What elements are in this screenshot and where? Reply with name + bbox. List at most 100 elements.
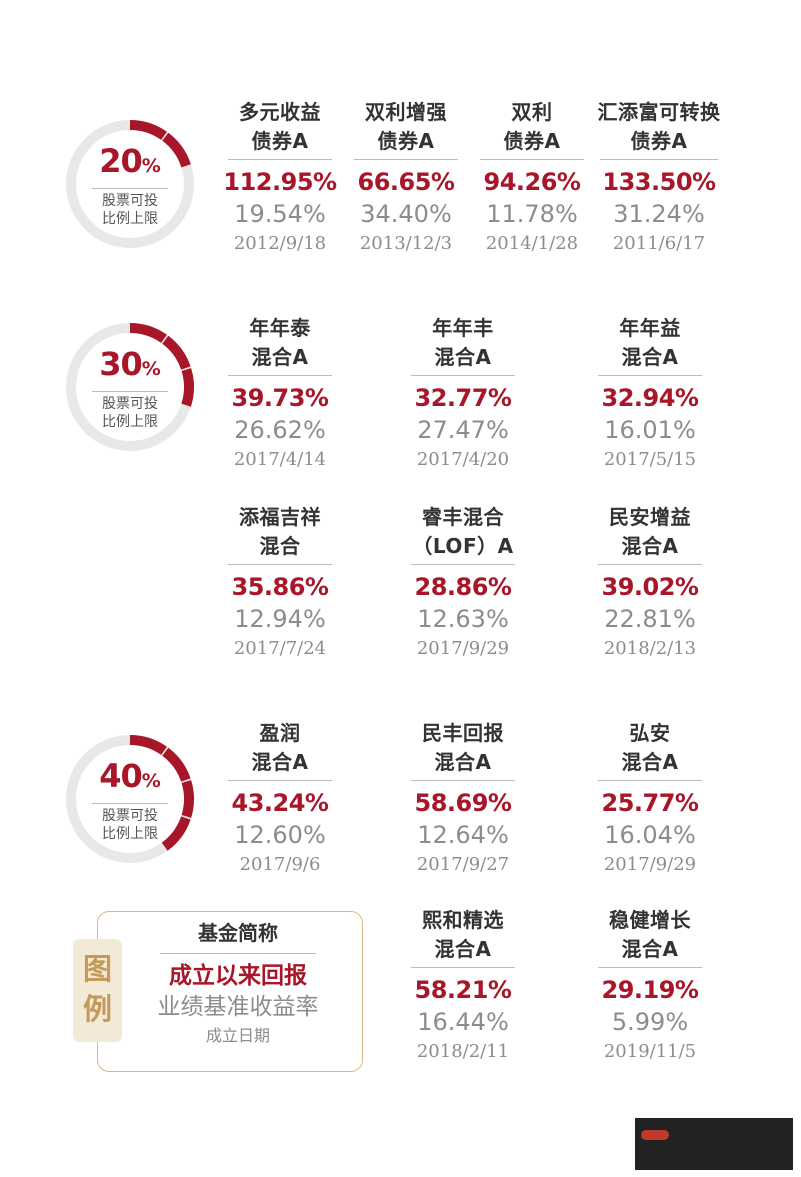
- fund-name: 多元收益 债券A: [239, 100, 321, 153]
- fund-benchmark: 31.24%: [613, 200, 705, 228]
- gauge-fill-segment: [129, 120, 167, 140]
- fund-divider: [228, 375, 332, 376]
- fund-return: 25.77%: [601, 789, 699, 817]
- fund-divider: [598, 780, 702, 781]
- gauge-fill-segment: [181, 780, 194, 818]
- fund-divider: [480, 159, 584, 160]
- gauge-fill-segment: [129, 323, 167, 343]
- fund-divider: [228, 159, 332, 160]
- fund-card: 稳健增长 混合A 29.19% 5.99% 2019/11/5: [590, 906, 710, 1066]
- legend-content: 基金简称 成立以来回报 业绩基准收益率 成立日期: [122, 918, 354, 1049]
- fund-name: 盈润 混合A: [251, 721, 309, 774]
- fund-return: 29.19%: [601, 976, 699, 1004]
- fund-name: 民安增益 混合A: [609, 505, 691, 558]
- fund-return: 58.21%: [414, 976, 512, 1004]
- gauge-ring: [66, 735, 194, 863]
- gauge-20: 20% 股票可投 比例上限: [64, 118, 196, 250]
- gauge-fill-segment: [162, 747, 191, 782]
- fund-divider: [411, 564, 515, 565]
- legend-inception-date: 成立日期: [205, 1026, 270, 1045]
- gauge-ring: [66, 323, 194, 451]
- fund-benchmark: 22.81%: [604, 605, 696, 633]
- fund-return: 133.50%: [602, 168, 716, 196]
- gauge-fill-segment: [161, 816, 191, 851]
- fund-benchmark: 16.04%: [604, 821, 696, 849]
- gauge-divider: [92, 188, 168, 189]
- gauge-fill-segment: [162, 132, 191, 168]
- fund-card: 熙和精选 混合A 58.21% 16.44% 2018/2/11: [403, 906, 523, 1066]
- fund-divider: [354, 159, 458, 160]
- fund-inception-date: 2017/9/29: [416, 638, 510, 659]
- fund-card: 添福吉祥 混合 35.86% 12.94% 2017/7/24: [220, 503, 340, 663]
- fund-inception-date: 2011/6/17: [612, 233, 706, 254]
- fund-return: 39.73%: [231, 384, 329, 412]
- fund-inception-date: 2019/11/5: [603, 1041, 697, 1062]
- fund-benchmark: 26.62%: [234, 416, 326, 444]
- fund-card: 多元收益 债券A 112.95% 19.54% 2012/9/18: [220, 98, 340, 258]
- fund-return: 28.86%: [414, 573, 512, 601]
- fund-name: 年年丰 混合A: [432, 316, 494, 369]
- fund-divider: [411, 780, 515, 781]
- fund-card: 睿丰混合 （LOF）A 28.86% 12.63% 2017/9/29: [403, 503, 523, 663]
- fund-return: 35.86%: [231, 573, 329, 601]
- fund-inception-date: 2018/2/11: [416, 1041, 510, 1062]
- fund-return: 32.94%: [601, 384, 699, 412]
- fund-inception-date: 2017/4/14: [233, 449, 327, 470]
- fund-divider: [411, 375, 515, 376]
- fund-return: 43.24%: [231, 789, 329, 817]
- fund-divider: [598, 967, 702, 968]
- fund-inception-date: 2018/2/13: [603, 638, 697, 659]
- fund-inception-date: 2017/9/29: [603, 854, 697, 875]
- fund-divider: [598, 564, 702, 565]
- gauge-label: 股票可投 比例上限: [102, 808, 158, 842]
- fund-inception-date: 2017/9/6: [239, 854, 321, 875]
- gauge-divider: [92, 391, 168, 392]
- gauge-30: 30% 股票可投 比例上限: [64, 321, 196, 453]
- fund-benchmark: 12.60%: [234, 821, 326, 849]
- fund-name: 汇添富可转换 债券A: [597, 100, 721, 153]
- legend-divider: [160, 953, 316, 954]
- corner-overlay: [635, 1118, 793, 1170]
- fund-return: 66.65%: [357, 168, 455, 196]
- fund-card: 弘安 混合A 25.77% 16.04% 2017/9/29: [590, 719, 710, 879]
- fund-name: 双利 债券A: [503, 100, 561, 153]
- fund-benchmark: 27.47%: [417, 416, 509, 444]
- fund-card: 双利 债券A 94.26% 11.78% 2014/1/28: [472, 98, 592, 258]
- gauge-percent: 30%: [99, 345, 161, 383]
- legend-fund-name: 基金简称: [198, 921, 278, 945]
- fund-benchmark: 34.40%: [360, 200, 452, 228]
- gauge-ring: [66, 120, 194, 248]
- fund-name: 睿丰混合 （LOF）A: [412, 505, 514, 558]
- gauge-divider: [92, 803, 168, 804]
- fund-benchmark: 12.63%: [417, 605, 509, 633]
- fund-inception-date: 2017/5/15: [603, 449, 697, 470]
- fund-divider: [228, 564, 332, 565]
- gauge-percent: 20%: [99, 142, 161, 180]
- fund-inception-date: 2014/1/28: [485, 233, 579, 254]
- fund-inception-date: 2017/7/24: [233, 638, 327, 659]
- fund-card: 年年丰 混合A 32.77% 27.47% 2017/4/20: [403, 314, 523, 474]
- fund-benchmark: 12.64%: [417, 821, 509, 849]
- gauge-fill-segment: [129, 735, 167, 755]
- fund-card: 双利增强 债券A 66.65% 34.40% 2013/12/3: [346, 98, 466, 258]
- fund-card: 民安增益 混合A 39.02% 22.81% 2018/2/13: [590, 503, 710, 663]
- fund-divider: [598, 375, 702, 376]
- fund-inception-date: 2017/4/20: [416, 449, 510, 470]
- gauge-40: 40% 股票可投 比例上限: [64, 733, 196, 865]
- fund-name: 添福吉祥 混合: [239, 505, 321, 558]
- fund-name: 熙和精选 混合A: [422, 908, 504, 961]
- fund-card: 民丰回报 混合A 58.69% 12.64% 2017/9/27: [403, 719, 523, 879]
- gauge-percent: 40%: [99, 757, 161, 795]
- fund-name: 民丰回报 混合A: [422, 721, 504, 774]
- gauge-fill-segment: [162, 335, 191, 370]
- fund-name: 年年泰 混合A: [249, 316, 311, 369]
- fund-divider: [228, 780, 332, 781]
- fund-card: 汇添富可转换 债券A 133.50% 31.24% 2011/6/17: [592, 98, 726, 258]
- fund-card: 年年泰 混合A 39.73% 26.62% 2017/4/14: [220, 314, 340, 474]
- fund-inception-date: 2017/9/27: [416, 854, 510, 875]
- gauge-fill-segment: [181, 368, 194, 407]
- fund-name: 双利增强 债券A: [365, 100, 447, 153]
- fund-benchmark: 5.99%: [611, 1008, 689, 1036]
- legend-tag: 图 例: [73, 939, 122, 1042]
- fund-benchmark: 19.54%: [234, 200, 326, 228]
